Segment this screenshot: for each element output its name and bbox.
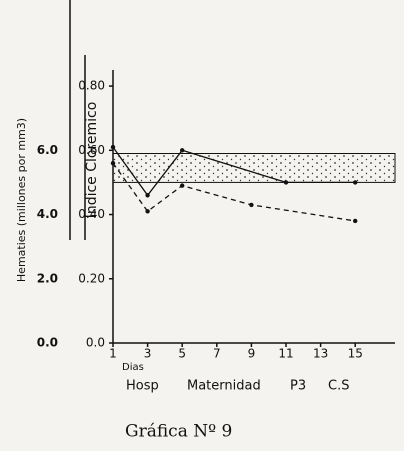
y2-axis-label: Hematies (millones por mm3) [15,118,28,282]
x-tick-label: 15 [348,347,363,361]
x-label: Dias [122,362,144,373]
point [353,218,358,224]
chart-title: Gráfica Nº 9 [125,422,232,442]
point [180,183,185,188]
point [145,193,150,198]
y2-tick-label: 4.0 [37,207,58,221]
point [145,209,150,214]
point [249,202,254,208]
x-tick-label: 5 [178,347,186,361]
y-tick-label: 0.20 [78,271,105,285]
x-tick-label: 3 [144,347,152,361]
y-tick-label: 0.0 [86,336,105,350]
normal-band [112,153,396,183]
x-label: P3 [290,379,306,394]
y2-tick-label: 6.0 [37,143,58,157]
x-tick-label: 7 [213,347,221,361]
x-label: C.S [328,379,349,394]
point [353,180,358,185]
y-tick-label: 0.80 [78,79,105,93]
point [110,144,116,150]
point [283,180,289,185]
x-tick-label: 1 [109,347,117,361]
x-tick-label: 9 [248,347,256,361]
y-tick-label: 0.40 [78,207,105,221]
x-tick-label: 13 [313,347,328,361]
y-tick-label: 0.60 [78,143,105,157]
x-label: Hosp [126,379,159,394]
point [110,160,116,166]
point [180,148,185,153]
y2-tick-label: 0.0 [37,336,58,350]
y2-tick-label: 2.0 [37,271,58,285]
y-axis-label: Indice Cloremico [84,102,100,219]
x-label: Maternidad [187,379,261,394]
x-tick-label: 11 [278,347,293,361]
